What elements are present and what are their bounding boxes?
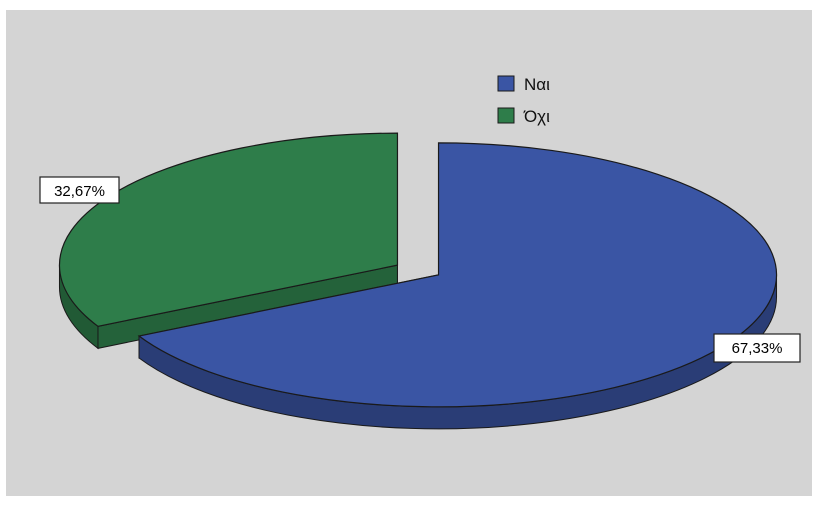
legend: Ναι Όχι xyxy=(497,75,550,126)
legend-label-nai: Ναι xyxy=(524,75,550,94)
legend-swatch-nai xyxy=(497,75,515,92)
data-label-ochi: 32,67% xyxy=(39,176,120,204)
pie-slice-ochi xyxy=(58,132,399,350)
data-label-nai-text: 67,33% xyxy=(732,340,783,357)
legend-item-ochi: Όχι xyxy=(497,107,550,126)
pie-slice-nai xyxy=(137,142,778,430)
data-label-ochi-text: 32,67% xyxy=(54,183,105,200)
legend-item-nai: Ναι xyxy=(497,75,550,94)
legend-label-ochi: Όχι xyxy=(523,107,550,126)
pie-layer xyxy=(58,132,778,430)
data-label-nai: 67,33% xyxy=(713,333,801,363)
legend-swatch-ochi xyxy=(497,107,515,124)
